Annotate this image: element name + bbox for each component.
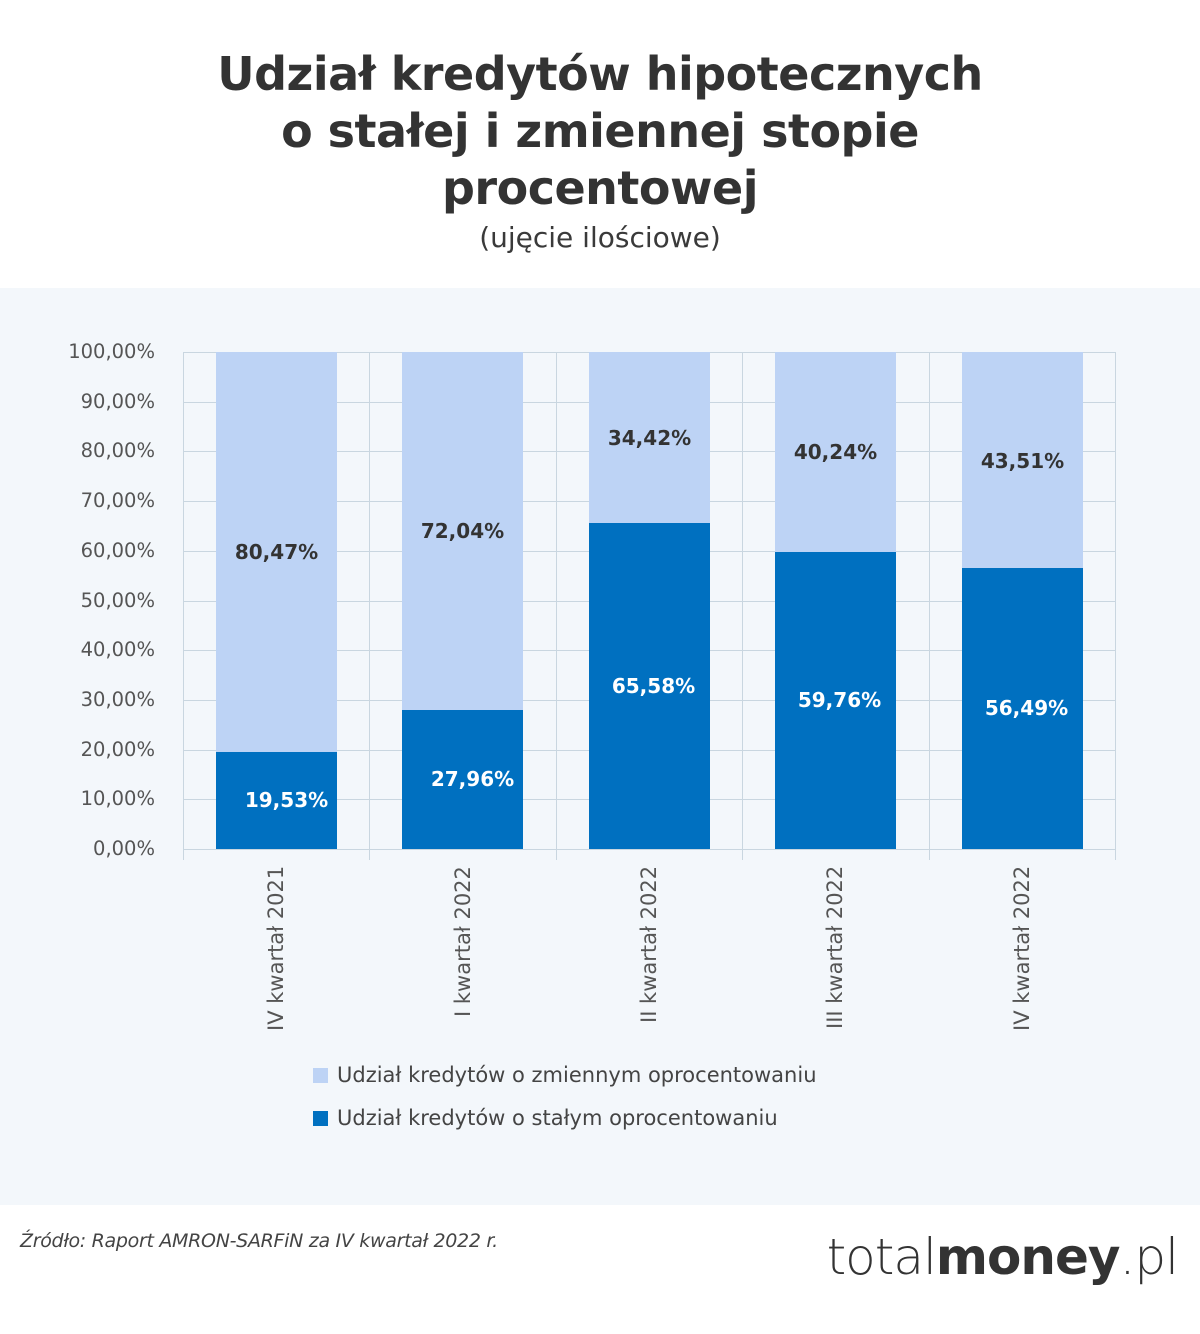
legend-label-fixed: Udział kredytów o stałym oprocentowaniu	[337, 1106, 778, 1130]
legend-label-variable: Udział kredytów o zmiennym oprocentowani…	[337, 1063, 817, 1087]
gridline-vertical	[929, 352, 930, 860]
x-tick-label: IV kwartał 2022	[1009, 866, 1039, 1046]
y-tick-label: 100,00%	[68, 340, 155, 363]
y-tick-label: 80,00%	[80, 439, 155, 463]
chart-subtitle: (ujęcie ilościowe)	[479, 221, 721, 254]
stacked-bar: 72,04% 27,96%	[402, 352, 523, 849]
y-tick-label: 0,00%	[93, 837, 155, 860]
gridline-vertical	[742, 352, 743, 860]
chart-title: Udział kredytów hipotecznych o stałej i …	[0, 46, 1200, 217]
source-note: Źródło: Raport AMRON-SARFiN za IV kwarta…	[20, 1230, 498, 1252]
data-label-variable: 43,51%	[980, 449, 1065, 473]
x-tick-label: III kwartał 2022	[822, 866, 852, 1046]
data-label-variable: 34,42%	[607, 426, 692, 450]
y-tick-label: 50,00%	[80, 588, 155, 612]
bar-segment-fixed	[216, 751, 337, 849]
gridline-horizontal	[183, 849, 1115, 850]
bar-segment-variable	[775, 352, 896, 552]
legend-item-fixed: Udział kredytów o stałym oprocentowaniu	[313, 1105, 817, 1131]
logo-part-total: total	[826, 1228, 937, 1286]
x-tick-text: II kwartał 2022	[637, 865, 661, 1023]
bar-segment-fixed	[589, 523, 710, 849]
data-label-variable: 80,47%	[234, 540, 319, 564]
gridline-vertical	[183, 352, 184, 860]
gridline-vertical	[369, 352, 370, 860]
legend-swatch-variable	[313, 1067, 328, 1083]
legend-item-variable: Udział kredytów o zmiennym oprocentowani…	[313, 1062, 817, 1088]
bar-segment-variable	[589, 352, 710, 524]
y-tick-label: 20,00%	[80, 737, 155, 761]
y-tick-label: 90,00%	[80, 389, 155, 413]
legend: Udział kredytów o zmiennym oprocentowani…	[313, 1062, 817, 1148]
title-line-1: Udział kredytów hipotecznych	[217, 47, 983, 101]
data-label-fixed: 65,58%	[611, 674, 696, 698]
data-label-fixed: 59,76%	[797, 688, 882, 712]
x-tick-text: I kwartał 2022	[450, 866, 475, 1017]
x-tick-label: IV kwartał 2021	[263, 866, 293, 1046]
gridline-vertical	[1115, 352, 1116, 860]
stacked-bar: 40,24% 59,76%	[775, 352, 896, 849]
plot-area: 80,47% 19,53% 72,04% 27,96% 34,42% 65,58% 40,2…	[183, 352, 1116, 860]
x-tick-text: IV kwartał 2021	[264, 865, 289, 1031]
x-tick-text: III kwartał 2022	[823, 865, 848, 1029]
x-tick-label: I kwartał 2022	[450, 866, 480, 1046]
title-line-2: o stałej i zmiennej stopie	[281, 104, 919, 158]
data-label-fixed: 27,96%	[430, 767, 515, 791]
y-tick-label: 60,00%	[80, 538, 155, 562]
bar-segment-fixed	[402, 710, 523, 849]
stacked-bar: 80,47% 19,53%	[216, 352, 337, 849]
title-line-3: procentowej	[442, 161, 758, 215]
y-tick-label: 40,00%	[80, 638, 155, 662]
y-tick-label: 10,00%	[80, 787, 155, 811]
stacked-bar: 43,51% 56,49%	[962, 352, 1083, 849]
bar-segment-variable	[402, 352, 523, 711]
stacked-bar: 34,42% 65,58%	[589, 352, 710, 849]
data-label-variable: 72,04%	[420, 519, 505, 543]
logo: totalmoney.pl	[826, 1228, 1179, 1286]
data-label-fixed: 56,49%	[984, 696, 1069, 720]
gridline-vertical	[556, 352, 557, 860]
bar-segment-fixed	[962, 568, 1083, 849]
logo-part-money: money	[935, 1228, 1121, 1286]
bar-segment-variable	[962, 352, 1083, 569]
bar-segment-fixed	[775, 551, 896, 849]
x-tick-text: IV kwartał 2022	[1009, 865, 1034, 1031]
bar-segment-variable	[216, 352, 337, 752]
data-label-variable: 40,24%	[793, 440, 878, 464]
legend-swatch-fixed	[313, 1110, 328, 1126]
logo-part-domain: .pl	[1119, 1228, 1179, 1286]
y-tick-label: 70,00%	[80, 489, 155, 513]
data-label-fixed: 19,53%	[244, 788, 329, 812]
y-tick-label: 30,00%	[80, 687, 155, 711]
x-tick-label: II kwartał 2022	[636, 866, 666, 1046]
